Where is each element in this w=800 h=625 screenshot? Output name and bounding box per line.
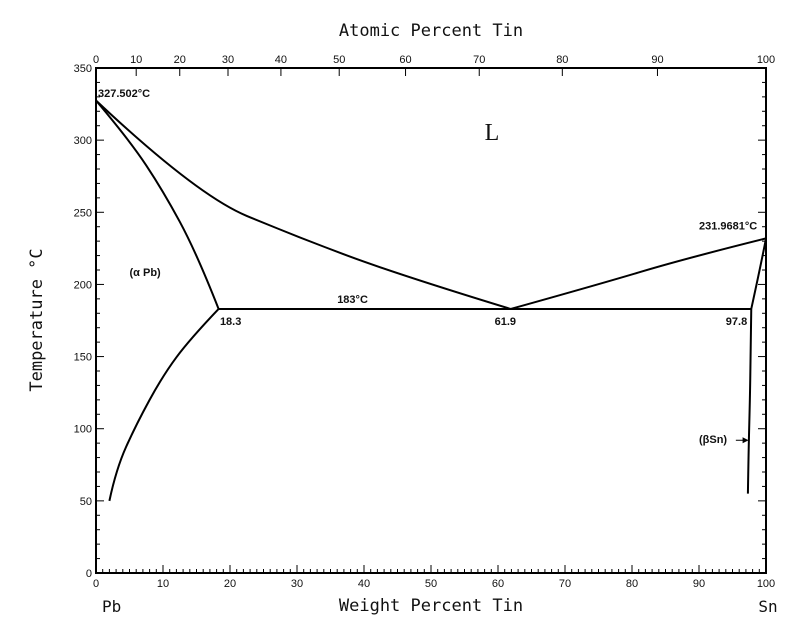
tick-marks (95, 67, 767, 574)
pb-end-label: Pb (102, 597, 121, 616)
x-tick-label: 60 (492, 578, 504, 590)
annotation-label: 18.3 (220, 316, 241, 328)
x-tick-label: 10 (157, 578, 169, 590)
x-tick-label: 40 (358, 578, 370, 590)
top-tick-label: 20 (174, 54, 186, 66)
phase-boundary-4 (750, 238, 767, 310)
tick-labels: 0 10 20 30 40 50 60 70 80 90 100 0 10 20 30 40 50 60 70 80 9… (74, 54, 776, 590)
bottom-axis-title: Weight Percent Tin (339, 596, 523, 616)
top-axis-title: Atomic Percent Tin (339, 21, 523, 41)
phase-boundary-1 (510, 237, 767, 310)
plot-frame (95, 67, 767, 574)
x-tick-label: 70 (559, 578, 571, 590)
phase-boundary-3 (108, 308, 220, 502)
phase-boundaries (95, 99, 767, 502)
annotation-label: (α Pb) (130, 267, 162, 279)
y-tick-label: 150 (74, 352, 92, 364)
top-tick-label: 30 (222, 54, 234, 66)
annotation-label: 327.502°C (98, 88, 150, 100)
top-tick-label: 50 (333, 54, 345, 66)
top-tick-label: 100 (757, 54, 775, 66)
x-tick-label: 30 (291, 578, 303, 590)
phase-boundary-5 (746, 308, 753, 494)
phase-boundary-2 (95, 99, 220, 310)
phase-boundary-0 (95, 99, 512, 310)
beta-sn-arrowhead (742, 437, 749, 444)
sn-end-label: Sn (758, 597, 777, 616)
top-tick-label: 40 (275, 54, 287, 66)
top-tick-label: 0 (93, 54, 99, 66)
x-tick-label: 20 (224, 578, 236, 590)
top-tick-label: 80 (556, 54, 568, 66)
top-tick-label: 70 (473, 54, 485, 66)
x-tick-label: 80 (626, 578, 638, 590)
y-axis-title: Temperature °C (27, 248, 47, 391)
y-tick-label: 250 (74, 207, 92, 219)
y-tick-label: 50 (80, 496, 92, 508)
top-tick-label: 90 (651, 54, 663, 66)
y-tick-label: 350 (74, 63, 92, 75)
y-tick-label: 0 (86, 568, 92, 580)
annotation-label: 97.8 (726, 316, 747, 328)
annotations: 327.502°C L 231.9681°C (α Pb) 183°C 18.3 61.9 9… (98, 88, 757, 446)
annotation-label: 231.9681°C (699, 221, 757, 233)
x-tick-label: 0 (93, 578, 99, 590)
x-tick-label: 90 (693, 578, 705, 590)
annotation-label: 61.9 (495, 316, 516, 328)
annotation-label: 183°C (337, 294, 368, 306)
annotation-label: L (485, 120, 500, 146)
annotation-label: (βSn) (699, 434, 727, 446)
x-tick-label: 50 (425, 578, 437, 590)
top-tick-label: 10 (130, 54, 142, 66)
top-tick-label: 60 (399, 54, 411, 66)
y-tick-label: 300 (74, 135, 92, 147)
y-tick-label: 200 (74, 279, 92, 291)
y-tick-label: 100 (74, 424, 92, 436)
x-tick-label: 100 (757, 578, 775, 590)
